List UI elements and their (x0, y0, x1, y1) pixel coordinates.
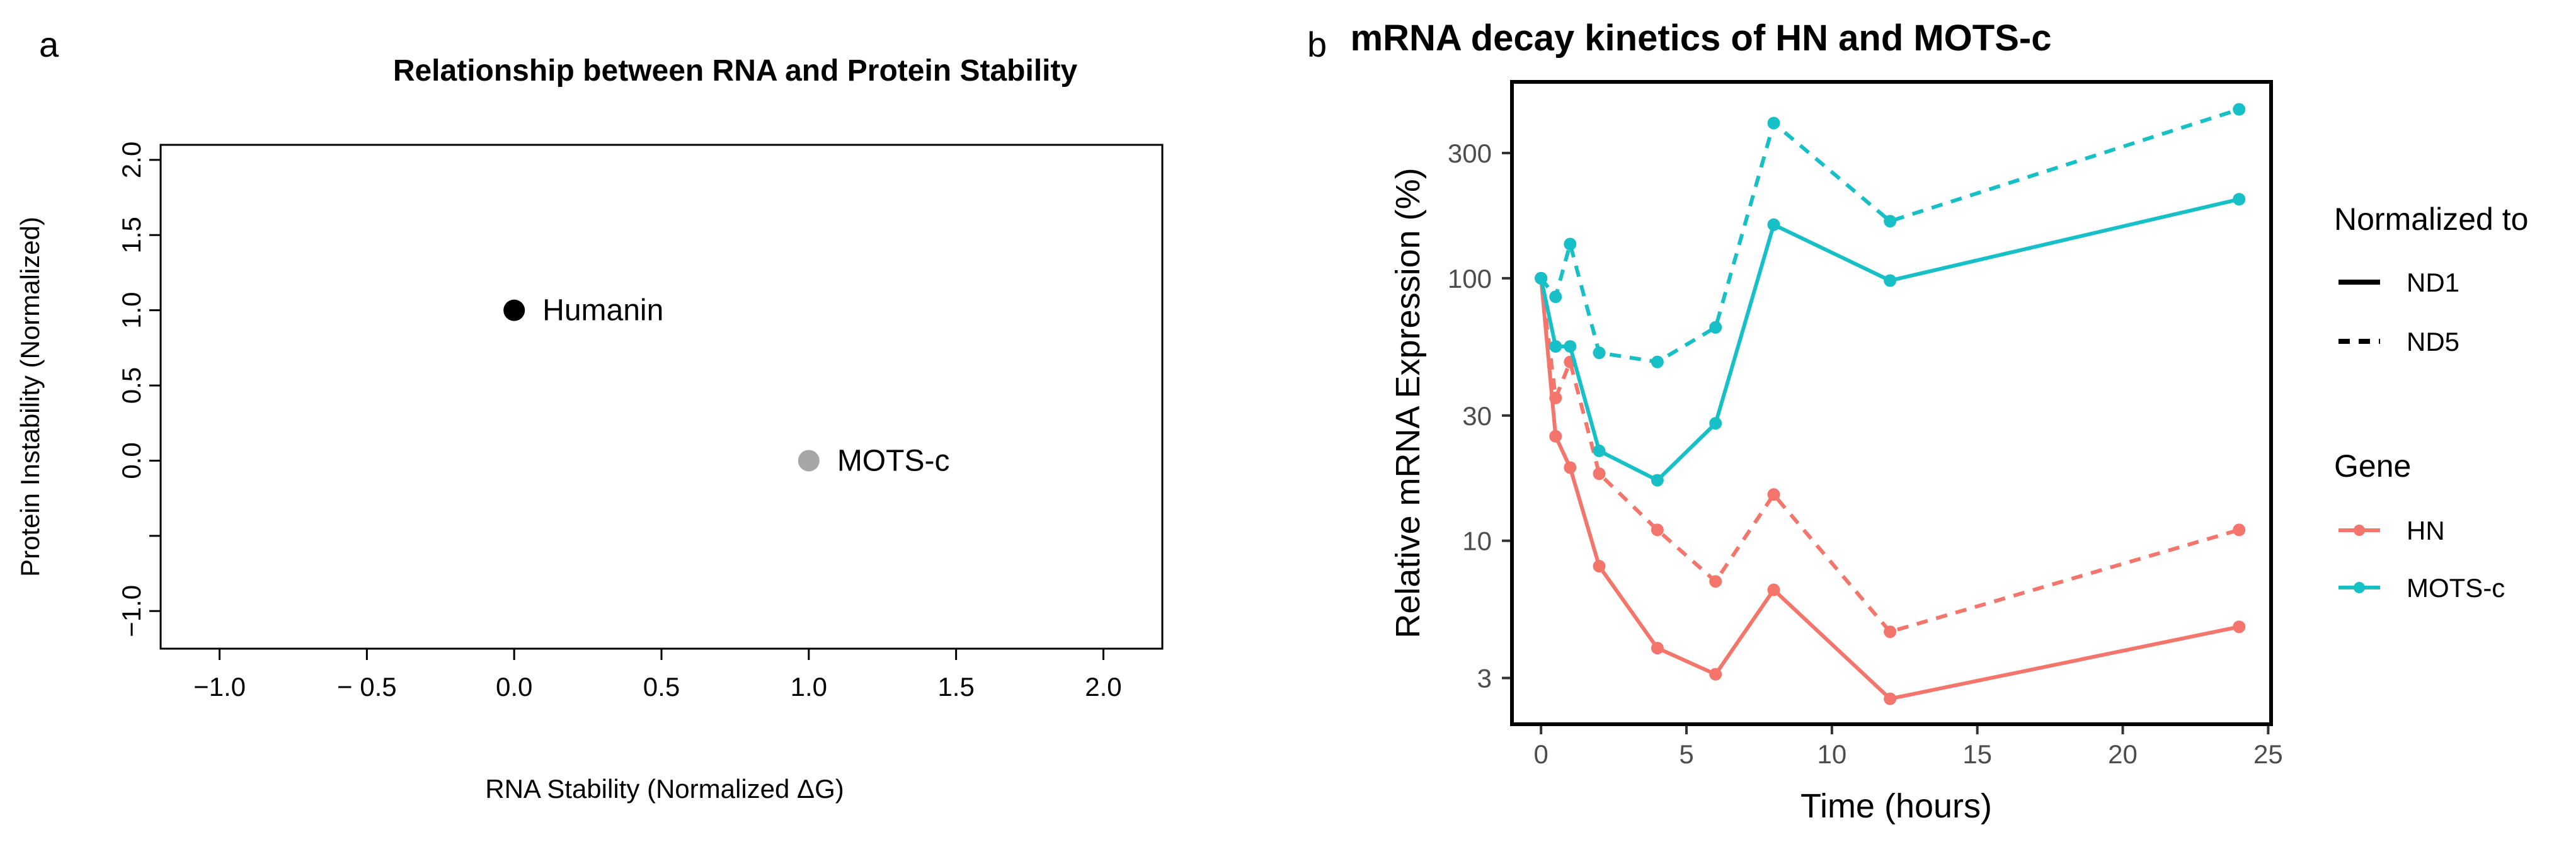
legend-hn-marker (2354, 525, 2365, 536)
series-point-hn-nd1 (1767, 583, 1780, 596)
series-point-hn-nd5 (1549, 391, 1562, 404)
chart-a-title: Relationship between RNA and Protein Sta… (393, 54, 1078, 88)
chart-b-xtick-label: 25 (2253, 739, 2283, 769)
series-point-hn-nd1 (2233, 620, 2246, 634)
point-mots-c (798, 450, 820, 472)
chart-b-plot-frame (1510, 80, 2273, 726)
chart-a-ylabel: Protein Instability (Normalized) (15, 217, 45, 577)
chart-b-ytick-label: 3 (1477, 664, 1492, 693)
series-point-motsc-nd5 (1549, 290, 1562, 304)
series-point-hn-nd5 (1709, 575, 1722, 588)
chart-b-xlabel: Time (hours) (1800, 787, 1992, 825)
chart-a-ytick-label: −1.0 (117, 585, 146, 637)
series-point-motsc-nd5 (1651, 355, 1664, 368)
legend-hn-label: HN (2407, 516, 2445, 545)
series-point-hn-nd1 (1884, 692, 1897, 705)
series-point-motsc-nd1 (1593, 444, 1606, 457)
legend-motsc-marker (2354, 582, 2365, 593)
chart-b-legend: Normalized to ND1 ND5 Gene HN MOTS-c (2334, 202, 2528, 603)
series-point-motsc-nd1 (1767, 218, 1780, 231)
point-label-humanin: Humanin (542, 294, 663, 327)
series-line-motsc-nd5 (1539, 107, 2240, 364)
series-point-hn-nd5 (1767, 488, 1780, 501)
chart-b-ytick-label: 100 (1448, 264, 1492, 293)
chart-a-ytick-label: 2.0 (117, 142, 146, 178)
chart-b: mRNA decay kinetics of HN and MOTS-c 0 5 1… (1351, 18, 2529, 825)
series-point-motsc-nd5 (2233, 103, 2246, 116)
chart-b-ytick-label: 10 (1462, 526, 1492, 556)
series-point-motsc-nd1 (1564, 340, 1577, 353)
chart-a-ytick-label: 0.5 (117, 367, 146, 404)
panel-a-label: a (39, 25, 59, 64)
series-point-motsc-nd5 (1884, 215, 1897, 228)
point-label-mots-c: MOTS-c (837, 444, 950, 477)
series-point-motsc-nd1 (1651, 474, 1664, 487)
chart-a-xtick-label: 1.0 (791, 672, 827, 702)
series-point-motsc-nd5 (1593, 346, 1606, 360)
chart-a-xtick-label: −1.0 (193, 672, 246, 702)
series-point-motsc-nd5 (1709, 321, 1722, 334)
series-point-motsc-nd1 (1549, 340, 1562, 353)
series-point-hn-nd1 (1709, 668, 1722, 681)
chart-a-xtick-label: 1.5 (937, 672, 974, 702)
series-point-motsc-nd1 (2233, 193, 2246, 206)
chart-b-xtick-label: 20 (2108, 739, 2138, 769)
series-point-hn-nd5 (1651, 523, 1664, 537)
chart-a-plot-frame (159, 144, 1164, 650)
chart-a-xtick-label: 2.0 (1085, 672, 1121, 702)
series-point-hn-nd5 (1593, 467, 1606, 481)
legend-nd5-label: ND5 (2407, 327, 2459, 356)
series-point-hn-nd5 (2233, 523, 2246, 537)
chart-b-xtick-label: 5 (1679, 739, 1693, 769)
series-line-hn-nd5 (1539, 278, 2240, 634)
legend-nd1-label: ND1 (2407, 268, 2459, 297)
point-humanin (503, 299, 525, 321)
chart-a-xlabel: RNA Stability (Normalized ΔG) (485, 774, 844, 804)
chart-b-ytick-label: 300 (1448, 139, 1492, 168)
legend-motsc-label: MOTS-c (2407, 573, 2505, 603)
series-point-hn-nd1 (1549, 430, 1562, 443)
chart-a-ytick-label: 0.0 (117, 442, 146, 479)
series-line-motsc-nd1 (1539, 197, 2240, 482)
legend-gene-title: Gene (2334, 448, 2411, 484)
series-point-hn-nd1 (1564, 461, 1577, 474)
series-point-motsc-nd5 (1767, 117, 1780, 130)
series-point-motsc-nd1 (1709, 417, 1722, 430)
chart-b-xtick-label: 10 (1817, 739, 1846, 769)
chart-b-ylabel: Relative mRNA Expression (%) (1389, 168, 1427, 638)
series-point-motsc-nd5 (1535, 271, 1548, 285)
chart-a-xtick-label: 0.0 (496, 672, 532, 702)
series-point-hn-nd1 (1651, 642, 1664, 655)
series-point-motsc-nd5 (1564, 237, 1577, 251)
chart-a-ytick-label: 1.5 (117, 217, 146, 253)
chart-a-xtick-label: − 0.5 (337, 672, 397, 702)
chart-b-title: mRNA decay kinetics of HN and MOTS-c (1351, 18, 2052, 59)
series-point-hn-nd5 (1884, 625, 1897, 639)
series-point-motsc-nd1 (1884, 274, 1897, 287)
series-point-hn-nd1 (1593, 560, 1606, 573)
chart-a: Relationship between RNA and Protein Sta… (15, 54, 1164, 804)
legend-normalized-title: Normalized to (2334, 202, 2528, 237)
chart-a-ytick-label: 1.0 (117, 292, 146, 328)
chart-b-xtick-label: 15 (1962, 739, 1992, 769)
chart-a-xtick-label: 0.5 (643, 672, 680, 702)
chart-b-xtick-label: 0 (1533, 739, 1548, 769)
panel-b-label: b (1307, 25, 1327, 64)
chart-b-ytick-label: 30 (1462, 401, 1492, 431)
